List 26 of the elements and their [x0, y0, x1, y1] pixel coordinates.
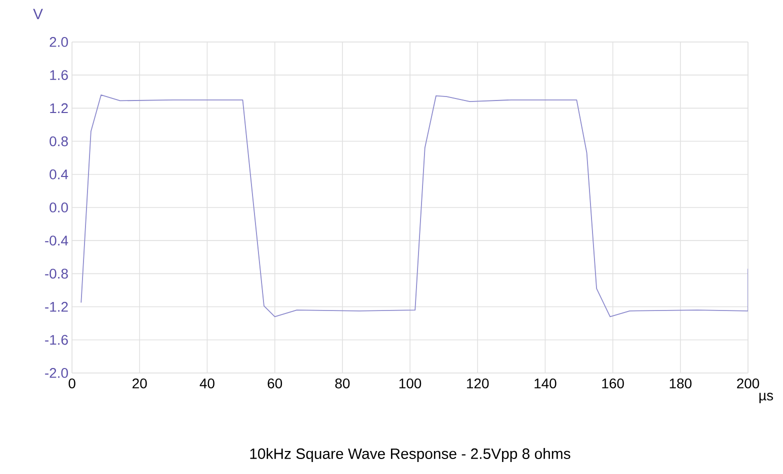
y-tick-label: -0.4	[45, 236, 68, 246]
x-tick-label: 100	[399, 378, 422, 388]
y-tick-label: 0.4	[50, 169, 68, 180]
text: 10kHz Square Wave Response - 2.5Vpp 8 ohms	[250, 448, 570, 462]
y-axis-title: V	[33, 8, 43, 20]
x-tick-label: 60	[268, 378, 282, 388]
x-tick-label: 40	[200, 378, 214, 388]
x-tick-label: 120	[467, 378, 489, 388]
y-tick-label: 1.2	[50, 103, 68, 114]
y-tick-label: 1.6	[50, 70, 68, 80]
x-axis-title: µs	[759, 392, 773, 404]
x-tick-label: 80	[335, 378, 350, 388]
y-tick-label: -0.8	[45, 268, 68, 279]
x-tick-label: 200	[737, 378, 760, 388]
y-tick-label: 2.0	[50, 37, 68, 47]
y-tick-label: 0.8	[50, 136, 68, 146]
y-tick-label: -2.0	[45, 368, 68, 378]
x-tick-label: 140	[534, 378, 556, 388]
line-series	[80, 94, 748, 318]
x-tick-label: 160	[602, 378, 624, 388]
y-tick-label: 0.0	[50, 202, 68, 212]
x-tick-label: 20	[132, 378, 147, 388]
y-tick-label: -1.6	[45, 334, 68, 345]
y-tick-label: -1.2	[45, 302, 68, 312]
x-tick-label: 0	[68, 378, 76, 388]
x-tick-label: 180	[670, 378, 692, 388]
